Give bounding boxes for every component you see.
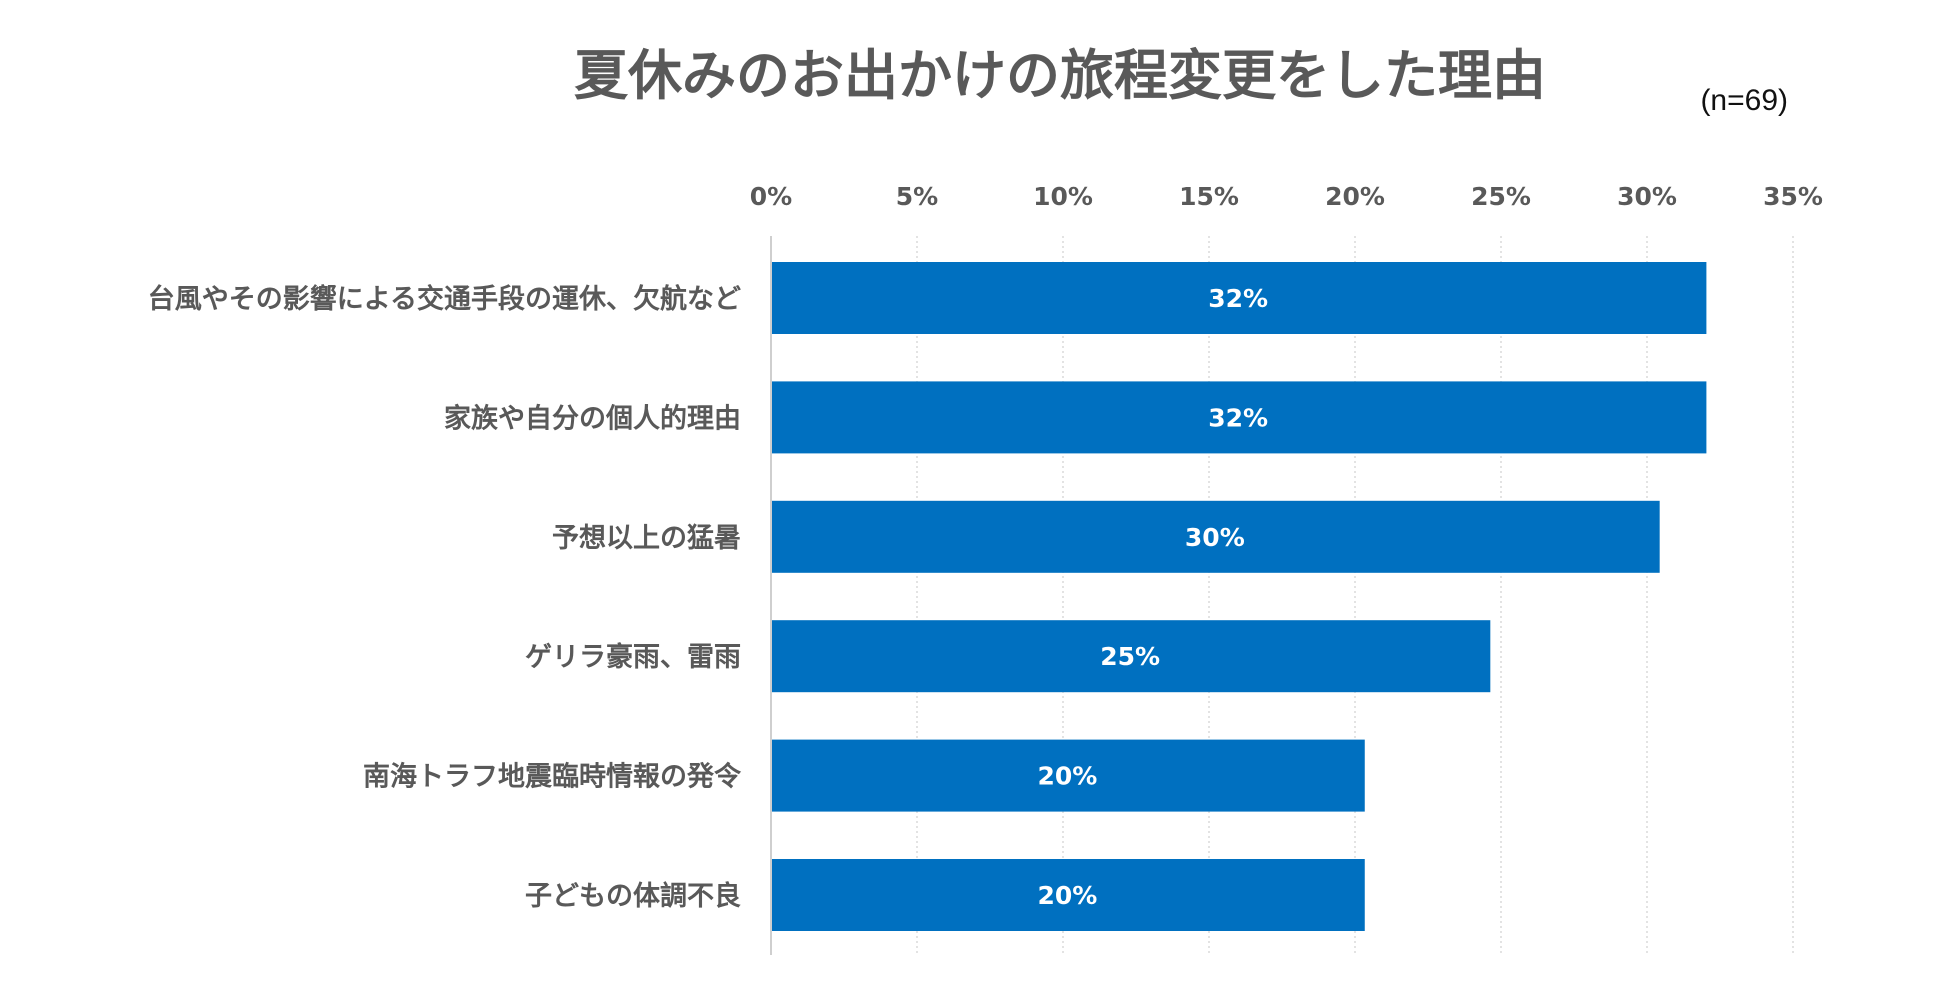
x-tick-label: 20% bbox=[1325, 182, 1385, 211]
x-tick-label: 30% bbox=[1617, 182, 1677, 211]
bar bbox=[772, 262, 1707, 334]
sample-size-label: (n=69) bbox=[1700, 84, 1788, 117]
category-label: 台風やその影響による交通手段の運休、欠航など bbox=[148, 283, 741, 315]
x-axis: 0% 5% 10% 15% 20% 25% 30% 35% bbox=[750, 182, 1823, 211]
data-labels: 32% 32% 30% 25% 20% 20% bbox=[1037, 284, 1268, 910]
data-label: 32% bbox=[1208, 403, 1268, 432]
chart-title: 夏休みのお出かけの旅程変更をした理由 bbox=[574, 44, 1546, 107]
data-label: 20% bbox=[1037, 881, 1097, 910]
category-label: 家族や自分の個人的理由 bbox=[444, 402, 741, 434]
x-tick-label: 35% bbox=[1763, 182, 1823, 211]
bars bbox=[772, 262, 1707, 931]
category-label: 子どもの体調不良 bbox=[525, 880, 741, 912]
bar bbox=[772, 620, 1491, 693]
category-label: 南海トラフ地震臨時情報の発令 bbox=[363, 761, 742, 793]
x-tick-label: 25% bbox=[1471, 182, 1531, 211]
x-tick-label: 10% bbox=[1033, 182, 1093, 211]
bar bbox=[772, 381, 1707, 454]
category-label: 予想以上の猛暑 bbox=[552, 523, 741, 554]
data-label: 25% bbox=[1100, 642, 1160, 671]
data-label: 20% bbox=[1037, 762, 1097, 791]
category-labels: 台風やその影響による交通手段の運休、欠航など家族や自分の個人的理由予想以上の猛暑… bbox=[148, 283, 742, 912]
x-tick-label: 15% bbox=[1179, 182, 1239, 211]
x-tick-label: 5% bbox=[896, 182, 938, 211]
bar bbox=[772, 739, 1365, 812]
x-tick-label: 0% bbox=[750, 182, 792, 211]
bar bbox=[772, 859, 1365, 931]
grid-lines bbox=[770, 236, 1794, 955]
category-label: ゲリラ豪雨、雷雨 bbox=[525, 641, 741, 673]
bar bbox=[772, 500, 1660, 573]
data-label: 32% bbox=[1208, 284, 1268, 313]
data-label: 30% bbox=[1185, 523, 1245, 552]
